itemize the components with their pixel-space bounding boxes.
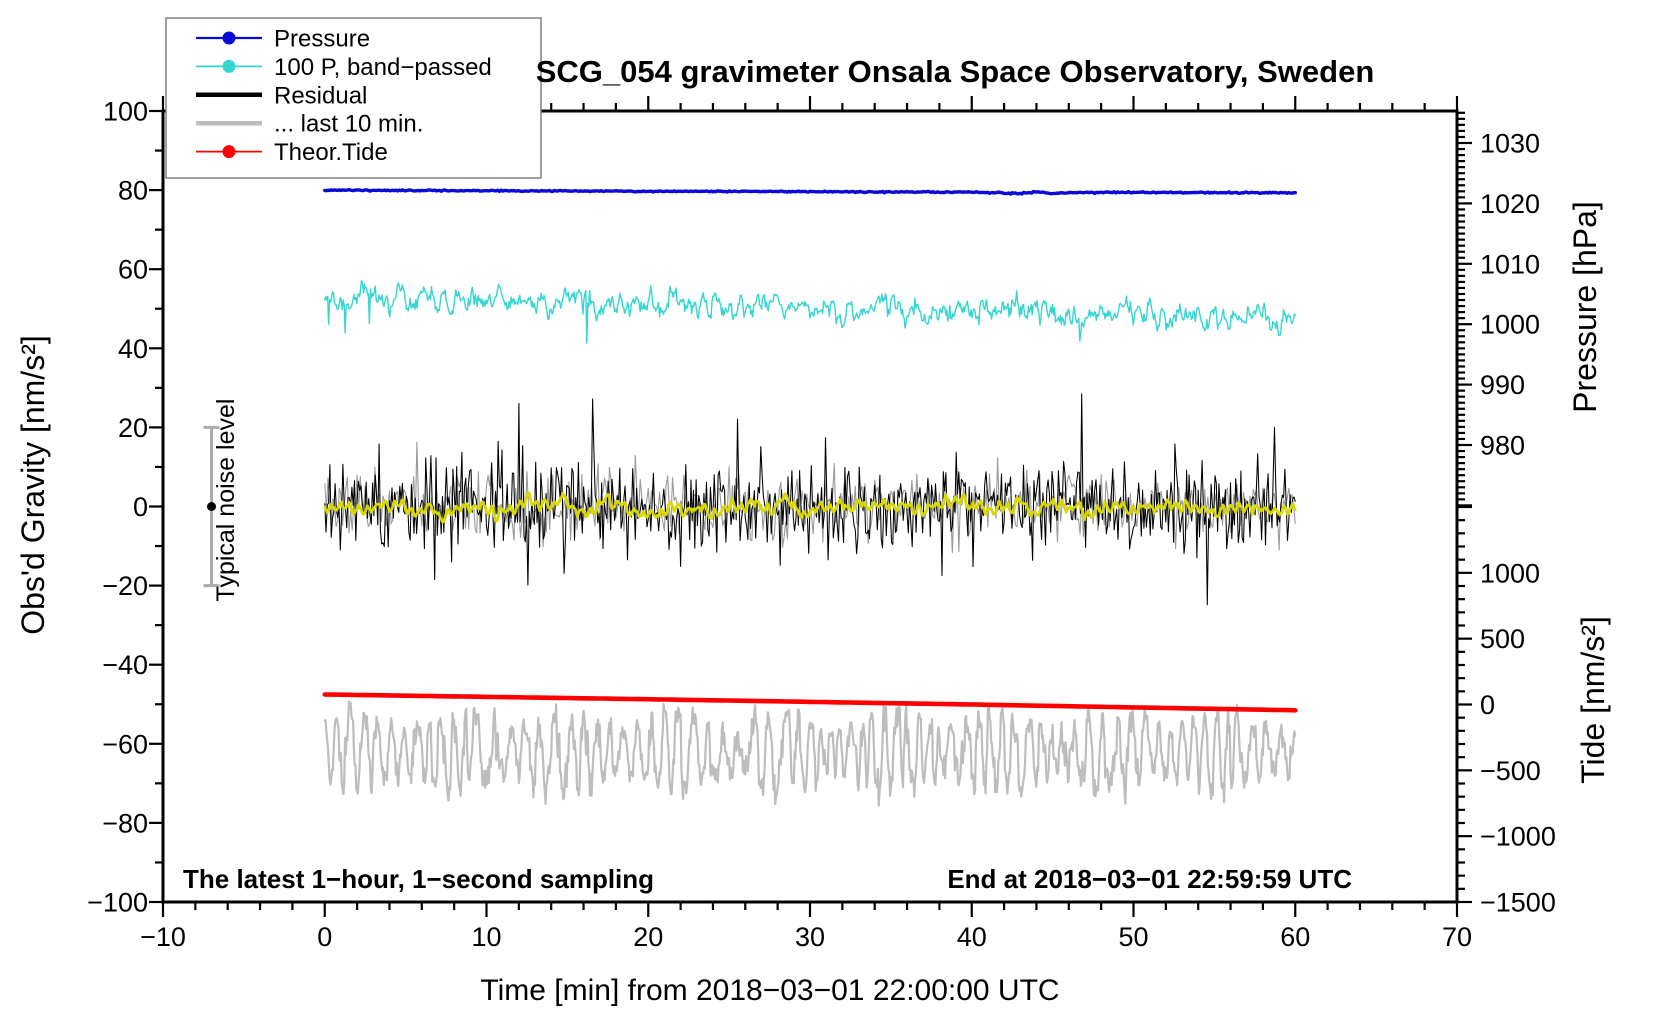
series-pressure [323, 188, 1297, 196]
y-left-tick-label: −20 [102, 571, 148, 601]
pressure-axis-title: Pressure [hPa] [1567, 201, 1603, 413]
tide-tick-label: −1500 [1480, 888, 1556, 918]
tide-tick-label: −1000 [1480, 822, 1556, 852]
tide-tick-label: 500 [1480, 624, 1525, 654]
legend-item: Pressure [196, 26, 370, 53]
chart-title: SCG_054 gravimeter Onsala Space Observat… [536, 54, 1375, 89]
end-note: End at 2018−03−01 22:59:59 UTC [947, 864, 1352, 894]
y-left-tick-label: 20 [118, 413, 148, 443]
x-axis-tick-label: 70 [1442, 922, 1472, 952]
series-residual-smoothed [323, 491, 1297, 524]
pressure-tick-label: 1010 [1480, 249, 1540, 279]
noise-level-marker [203, 425, 220, 588]
pressure-tick-label: 1030 [1480, 129, 1540, 159]
series-residual [324, 393, 1296, 606]
noise-level-label: Typical noise level [212, 399, 240, 602]
legend-label: Theor.Tide [274, 139, 388, 166]
pressure-tick-label: 980 [1480, 431, 1525, 461]
y-left-tick-label: −40 [102, 650, 148, 680]
legend-label: 100 P, band−passed [274, 54, 492, 81]
legend-label: ... last 10 min. [274, 111, 423, 138]
y-left-tick-label: −100 [87, 888, 148, 918]
tide-tick-label: 0 [1480, 690, 1495, 720]
x-axis-tick-label: 60 [1280, 922, 1310, 952]
x-axis-tick-label: 20 [633, 922, 663, 952]
series-theor-tide [322, 692, 1298, 713]
x-axis-title: Time [min] from 2018−03−01 22:00:00 UTC [480, 974, 1059, 1007]
tide-tick-label: 1000 [1480, 558, 1540, 588]
legend-label: Residual [274, 82, 367, 109]
axis-tick-labels: −10 0 10 20 30 40 50 60 70100806040200−20−40−60−… [87, 97, 1556, 953]
x-axis-tick-label: 10 [471, 922, 501, 952]
x-axis-tick-label: 0 [317, 922, 332, 952]
legend-item: Theor.Tide [196, 139, 388, 166]
x-axis-tick-label: 40 [957, 922, 987, 952]
pressure-tick-label: 1000 [1480, 310, 1540, 340]
tide-tick-label: −500 [1480, 756, 1541, 786]
legend-item: 100 P, band−passed [196, 54, 492, 81]
tide-axis-title: Tide [nm/s²] [1575, 616, 1611, 784]
y-left-tick-label: −80 [102, 808, 148, 838]
sampling-note: The latest 1−hour, 1−second sampling [183, 864, 654, 894]
pressure-tick-label: 1020 [1480, 189, 1540, 219]
y-left-tick-label: 100 [103, 97, 148, 127]
x-axis-tick-label: 50 [1118, 922, 1148, 952]
y-left-tick-label: −60 [102, 729, 148, 759]
y-left-axis-title: Obs'd Gravity [nm/s²] [15, 335, 51, 635]
x-axis-tick-label: −10 [140, 922, 186, 952]
noise-mean-dot [207, 502, 217, 511]
y-left-tick-label: 60 [118, 255, 148, 285]
pressure-tick-label: 990 [1480, 370, 1525, 400]
legend-marker-dot [222, 59, 236, 73]
series-last-10-min [323, 700, 1297, 807]
legend-item: ... last 10 min. [196, 111, 423, 138]
data-series [322, 188, 1298, 807]
x-axis-tick-label: 30 [795, 922, 825, 952]
y-left-tick-label: 0 [133, 492, 148, 522]
y-left-tick-label: 40 [118, 334, 148, 364]
legend-marker-dot [222, 31, 236, 45]
legend-marker-dot [222, 145, 236, 159]
series-100-p-band-passed [324, 279, 1296, 344]
y-left-tick-label: 80 [118, 176, 148, 206]
legend-item: Residual [196, 82, 367, 109]
legend-label: Pressure [274, 26, 370, 53]
